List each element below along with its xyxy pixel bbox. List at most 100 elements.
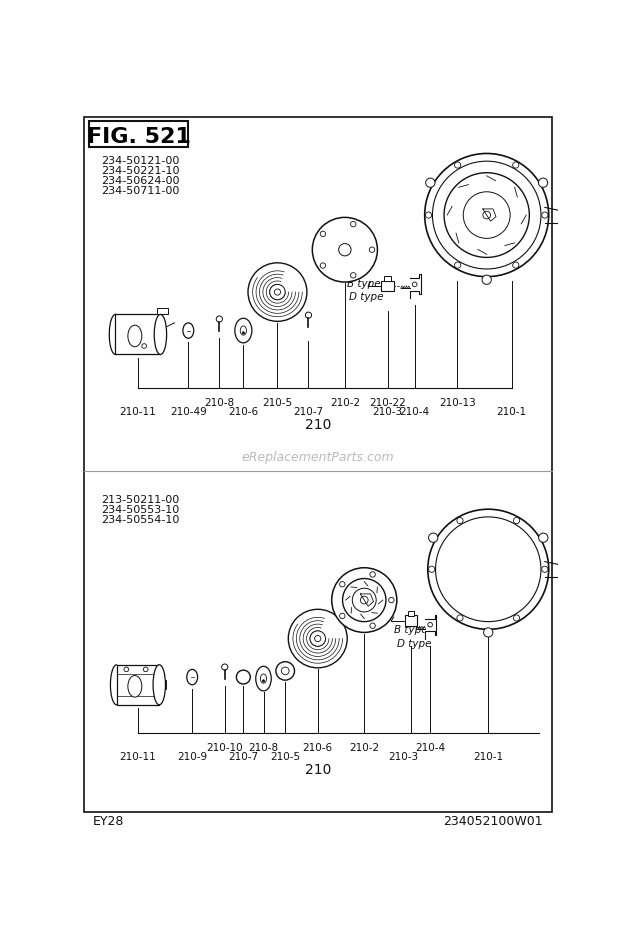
Ellipse shape (428, 622, 433, 627)
Ellipse shape (360, 596, 368, 604)
Ellipse shape (370, 571, 375, 577)
Text: 210-1: 210-1 (497, 407, 526, 417)
Text: FIG. 521: FIG. 521 (87, 127, 191, 146)
Text: eReplacementParts.com: eReplacementParts.com (241, 451, 394, 464)
Text: 210-3: 210-3 (388, 752, 418, 762)
Ellipse shape (539, 533, 548, 543)
Ellipse shape (513, 262, 519, 269)
Ellipse shape (288, 609, 347, 668)
Ellipse shape (276, 662, 294, 681)
Text: 210-22: 210-22 (369, 397, 406, 407)
Ellipse shape (513, 162, 519, 169)
Ellipse shape (236, 670, 250, 684)
Ellipse shape (457, 518, 463, 524)
Text: 210-7: 210-7 (228, 752, 259, 762)
Text: B type: B type (394, 625, 427, 635)
Text: 210-11: 210-11 (120, 752, 156, 762)
Ellipse shape (128, 676, 142, 697)
Bar (89, 121, 188, 147)
Text: 210: 210 (304, 762, 331, 777)
Bar (117, 665, 159, 705)
Ellipse shape (248, 263, 307, 321)
Ellipse shape (320, 232, 326, 236)
Ellipse shape (352, 588, 376, 612)
Ellipse shape (454, 162, 461, 169)
Text: 234-50121-00: 234-50121-00 (100, 156, 179, 166)
Ellipse shape (428, 533, 438, 543)
Text: 210-8: 210-8 (249, 743, 278, 753)
Ellipse shape (370, 623, 375, 629)
Ellipse shape (143, 667, 148, 671)
Ellipse shape (358, 594, 371, 607)
Text: 234-50554-10: 234-50554-10 (100, 515, 179, 525)
Ellipse shape (340, 582, 345, 587)
Ellipse shape (542, 212, 548, 219)
Ellipse shape (340, 613, 345, 619)
Ellipse shape (350, 221, 356, 227)
Text: 210-11: 210-11 (120, 407, 156, 417)
Ellipse shape (260, 674, 267, 683)
Bar (404, 616, 417, 626)
Polygon shape (360, 594, 373, 607)
Ellipse shape (270, 284, 285, 300)
Ellipse shape (435, 517, 541, 621)
Ellipse shape (538, 178, 547, 187)
Ellipse shape (513, 615, 520, 621)
Text: 210-4: 210-4 (415, 743, 445, 753)
Text: 210-10: 210-10 (206, 743, 243, 753)
Ellipse shape (339, 244, 351, 256)
Ellipse shape (483, 211, 490, 219)
Text: 210-5: 210-5 (262, 397, 293, 407)
Text: 210: 210 (304, 418, 331, 432)
Text: B type: B type (347, 279, 381, 289)
Text: D type: D type (348, 292, 383, 302)
Ellipse shape (142, 344, 146, 348)
Ellipse shape (183, 323, 193, 338)
Ellipse shape (457, 615, 463, 621)
Bar (381, 281, 394, 292)
Ellipse shape (425, 212, 432, 219)
Ellipse shape (433, 161, 541, 269)
Ellipse shape (216, 316, 223, 322)
Ellipse shape (241, 326, 247, 335)
Ellipse shape (128, 325, 142, 346)
Ellipse shape (235, 319, 252, 343)
Text: 234-50624-00: 234-50624-00 (100, 176, 179, 186)
Ellipse shape (255, 667, 272, 691)
Ellipse shape (350, 272, 356, 278)
Ellipse shape (454, 262, 461, 269)
Bar (157, 681, 166, 689)
Ellipse shape (342, 579, 386, 621)
Text: 210-1: 210-1 (473, 752, 503, 762)
Ellipse shape (222, 664, 228, 670)
Ellipse shape (370, 247, 374, 253)
Text: 210-6: 210-6 (303, 743, 333, 753)
Text: 234-50711-00: 234-50711-00 (100, 186, 179, 195)
Ellipse shape (428, 566, 435, 572)
Text: 234-50221-10: 234-50221-10 (100, 166, 179, 176)
Text: 210-3: 210-3 (373, 407, 402, 417)
Ellipse shape (484, 628, 493, 637)
Polygon shape (410, 274, 421, 298)
Text: 210-6: 210-6 (228, 407, 259, 417)
Text: 210-13: 210-13 (439, 397, 476, 407)
Ellipse shape (306, 312, 312, 319)
Text: 210-5: 210-5 (270, 752, 300, 762)
Ellipse shape (281, 667, 289, 675)
Text: 210-2: 210-2 (349, 743, 379, 753)
Text: 210-49: 210-49 (170, 407, 206, 417)
Bar (408, 611, 414, 616)
Text: 213-50211-00: 213-50211-00 (100, 494, 179, 505)
Polygon shape (425, 615, 436, 639)
Text: EY28: EY28 (93, 815, 125, 828)
Ellipse shape (242, 332, 244, 334)
Polygon shape (483, 209, 496, 221)
Ellipse shape (124, 667, 129, 671)
Bar (384, 276, 391, 282)
Text: 210-9: 210-9 (177, 752, 207, 762)
Text: 210-8: 210-8 (204, 397, 234, 407)
Text: 234-50553-10: 234-50553-10 (100, 505, 179, 515)
Ellipse shape (262, 680, 265, 682)
Bar (157, 308, 168, 315)
Ellipse shape (187, 669, 198, 684)
